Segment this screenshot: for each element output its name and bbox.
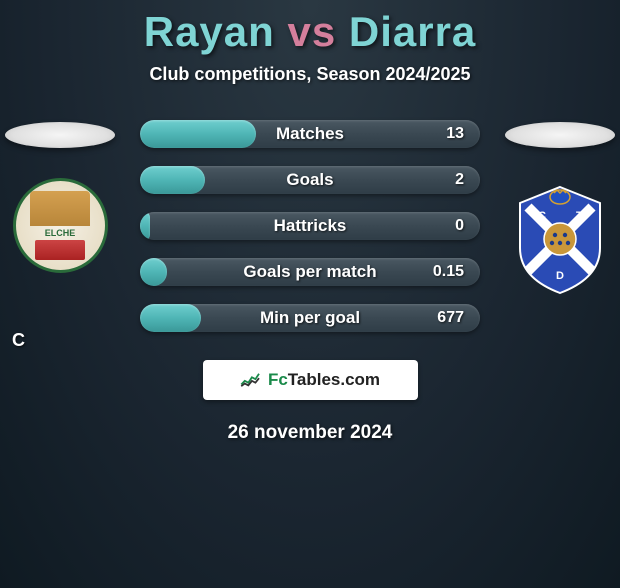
stat-value: 677 — [437, 309, 464, 327]
elche-crest-text: ELCHE — [45, 228, 76, 238]
brand-rest: Tables.com — [288, 370, 380, 389]
elche-crest-top — [30, 191, 90, 226]
stat-bar-fill — [140, 258, 167, 286]
vs-separator: vs — [287, 8, 336, 55]
svg-text:C: C — [538, 210, 546, 222]
subtitle: Club competitions, Season 2024/2025 — [0, 64, 620, 85]
stat-value: 2 — [455, 171, 464, 189]
brand-fc: Fc — [268, 370, 288, 389]
stat-value: 0 — [455, 217, 464, 235]
stats-bars-container: Matches 13 Goals 2 Hattricks 0 Goals per match… — [140, 120, 480, 332]
content-area: ELCHE C C T D Matches 13 Goals 2 — [0, 120, 620, 332]
player1-oval — [5, 122, 115, 148]
stat-bar: Hattricks 0 — [140, 212, 480, 240]
elche-crest-bottom — [35, 240, 85, 260]
stat-bar: Min per goal 677 — [140, 304, 480, 332]
right-column: C T D — [500, 120, 620, 295]
stat-value: 13 — [446, 125, 464, 143]
stat-bar-fill — [140, 304, 201, 332]
svg-text:D: D — [556, 270, 564, 282]
left-crest-letter: C — [12, 330, 25, 351]
stat-bar: Goals per match 0.15 — [140, 258, 480, 286]
player2-name: Diarra — [349, 8, 476, 55]
stat-label: Matches — [276, 124, 344, 144]
stat-bar-fill — [140, 120, 256, 148]
svg-text:T: T — [576, 210, 583, 222]
stat-bar: Matches 13 — [140, 120, 480, 148]
stat-label: Min per goal — [260, 308, 360, 328]
brand-wave-icon — [240, 372, 262, 388]
stat-bar-fill — [140, 166, 205, 194]
player2-oval — [505, 122, 615, 148]
stat-label: Goals — [286, 170, 333, 190]
brand-text: FcTables.com — [268, 370, 380, 390]
stat-label: Goals per match — [243, 262, 376, 282]
stat-bar-fill — [140, 212, 150, 240]
player2-club-crest: C T D — [510, 183, 610, 295]
stat-label: Hattricks — [274, 216, 347, 236]
stat-bar: Goals 2 — [140, 166, 480, 194]
player1-name: Rayan — [144, 8, 275, 55]
footer-date: 26 november 2024 — [0, 422, 620, 444]
stat-value: 0.15 — [433, 263, 464, 281]
player1-club-crest: ELCHE — [13, 178, 108, 273]
comparison-title: Rayan vs Diarra — [0, 8, 620, 56]
left-column: ELCHE — [0, 120, 120, 273]
footer-brand-badge[interactable]: FcTables.com — [203, 360, 418, 400]
